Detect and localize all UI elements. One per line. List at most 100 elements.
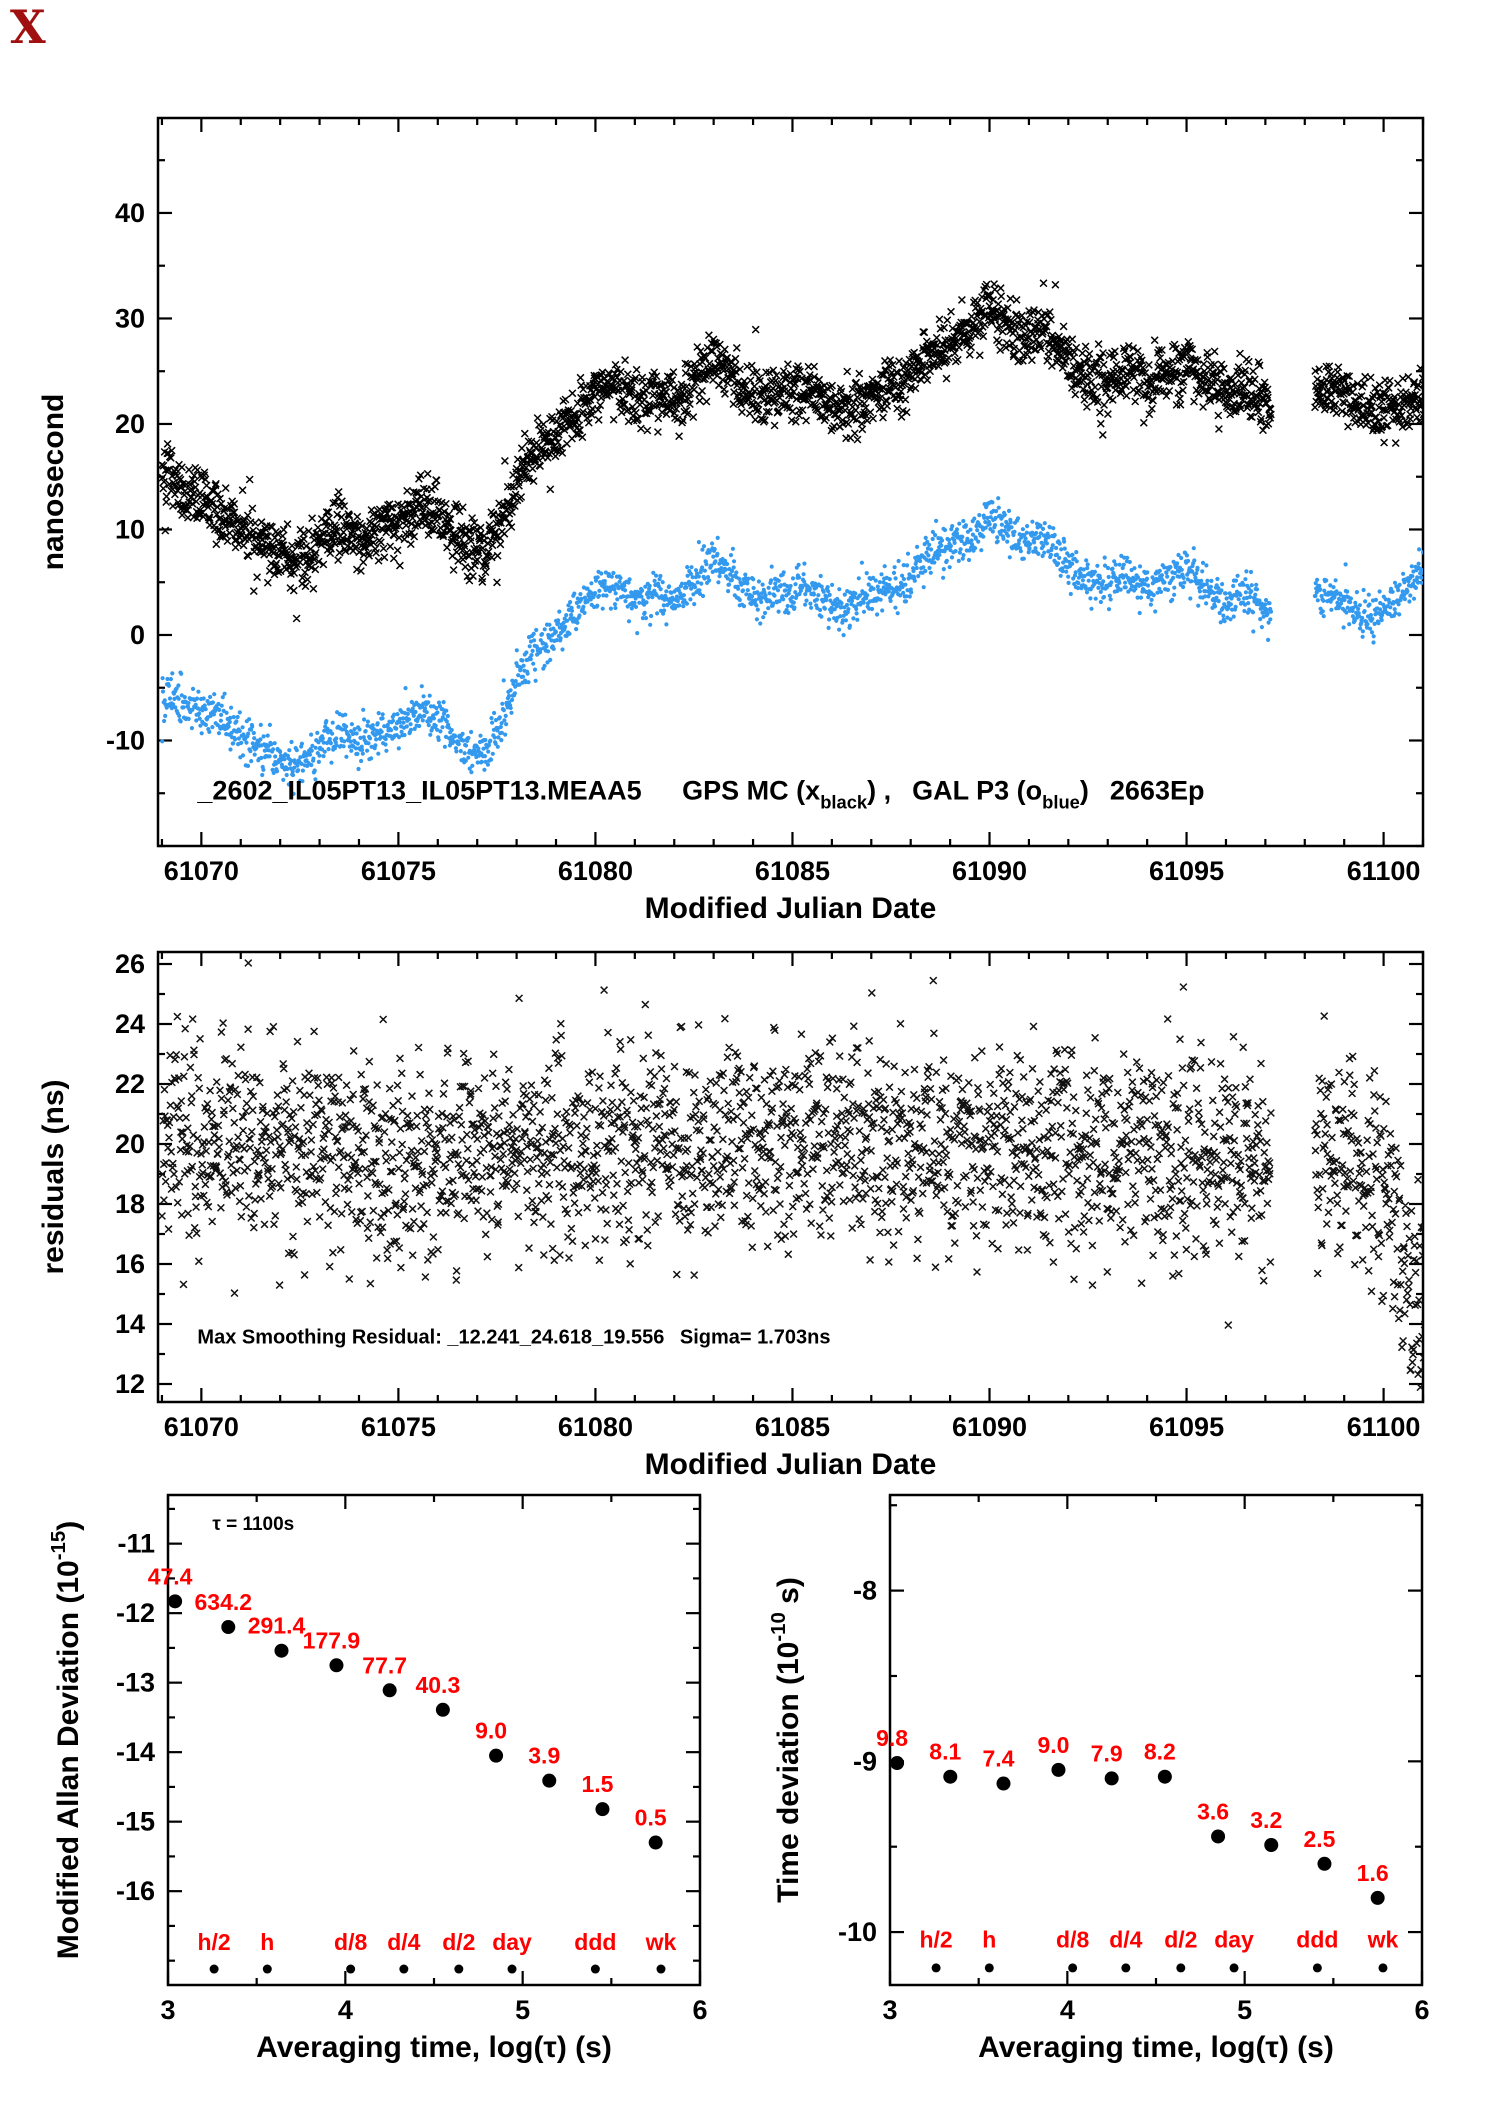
point-value-label: 1.5 [581,1771,613,1797]
y-tick-label: -11 [117,1529,155,1559]
category-label: d/2 [1164,1926,1197,1952]
point-value-label: 9.0 [475,1718,507,1744]
annotation: τ = 1100s [212,1514,294,1535]
x-tick-label: 61075 [361,856,436,886]
point-value-label: 7.9 [1091,1740,1123,1766]
data-point [542,1773,557,1788]
point-value-label: 8.1 [929,1739,961,1765]
y-tick-label: -8 [853,1576,877,1606]
panel-residuals: 61070 61075 61080 61085 61090 61095 61100 12 14 1… [37,949,1425,1481]
data-point [382,1683,397,1698]
category-label: day [492,1929,532,1955]
y-tick-label: -9 [853,1746,877,1776]
point-value-label: 9.0 [1037,1732,1069,1758]
category-label: d/8 [334,1929,367,1955]
x-tick-label: 3 [882,1995,897,2025]
y-tick-label: -10 [106,725,145,755]
category-dot [209,1964,219,1974]
category-label: h/2 [197,1929,230,1955]
y-tick-label: 30 [115,303,145,333]
data-point [996,1776,1011,1791]
category-dot [984,1963,994,1973]
axis-tick-labels: 3 4 5 6 -11 -12 -13 -14 -15 -16 [116,1529,708,2025]
x-tick-label: 61070 [164,1412,239,1442]
y-tick-label: 18 [115,1189,145,1219]
point-value-label: 3.2 [1250,1807,1282,1833]
axis-tick-labels: 61070 61075 61080 61085 61090 61095 61100 12 14 1… [115,949,1420,1442]
category-dot [454,1964,464,1974]
point-value-label: 3.6 [1197,1798,1229,1824]
category-dot [399,1964,409,1974]
y-axis-title: residuals (ns) [37,1079,70,1274]
category-dot [931,1963,941,1973]
point-value-label: 634.2 [195,1589,253,1615]
data-point [435,1702,450,1717]
point-value-label: 9.8 [876,1725,908,1751]
data-point [1317,1856,1332,1871]
point-value-label: 2.5 [1303,1826,1335,1852]
category-label: wk [645,1929,677,1955]
data-point [1264,1838,1279,1852]
panel-mdev: 3 4 5 6 -11 -12 -13 -14 -15 -16 Averaging time, lo… [48,1493,708,2064]
category-label: d/2 [442,1929,475,1955]
category-label: h/2 [919,1926,952,1952]
x-tick-label: 6 [692,1995,707,2025]
y-tick-label: 14 [115,1309,145,1339]
category-label: wk [1367,1926,1399,1952]
x-tick-label: 61095 [1149,1412,1224,1442]
x-window-icon: X [10,0,46,54]
category-dot [1176,1963,1186,1973]
point-value-label: 291.4 [248,1613,306,1639]
x-tick-label: 61075 [361,1412,436,1442]
category-label: day [1214,1926,1254,1952]
category-dot [590,1964,600,1974]
point-value-label: 77.7 [362,1652,407,1678]
point-value-label: 177.9 [303,1627,361,1653]
data-point [489,1748,504,1763]
x-axis-title: Modified Julian Date [645,892,937,925]
y-tick-label: -16 [116,1876,155,1906]
data-point [648,1835,663,1850]
y-tick-label: 10 [115,514,145,544]
x-tick-label: 61080 [558,1412,633,1442]
y-axis-title: nanosecond [37,394,70,571]
data-point [221,1620,236,1635]
data-point [168,1594,183,1609]
data-point [1051,1762,1066,1777]
panel-tdev: 3 4 5 6 -8 -9 -10 Averaging time, log(τ) (s) Tim… [768,1493,1430,2064]
category-dot [262,1964,272,1974]
y-tick-label: -14 [116,1737,155,1767]
point-value-label: 3.9 [528,1743,560,1769]
category-dot [656,1964,666,1974]
x-axis-title: Averaging time, log(τ) (s) [978,2031,1334,2064]
panel-clock-comparison: 61070 61075 61080 61085 61090 61095 61100 -10 0 1… [37,116,1425,925]
category-label: d/8 [1056,1926,1089,1952]
y-tick-label: -13 [116,1668,155,1698]
y-tick-label: 26 [115,949,145,979]
x-tick-label: 61090 [952,1412,1027,1442]
category-dot [1068,1963,1078,1973]
x-tick-label: 4 [1060,1995,1075,2025]
point-value-label: 47.4 [148,1563,193,1589]
annotation: Max Smoothing Residual: _12.241_24.618_1… [197,1327,830,1349]
y-tick-label: 24 [115,1009,145,1039]
y-tick-label: 22 [115,1069,145,1099]
category-dot [1121,1963,1131,1973]
y-tick-label: 20 [115,1129,145,1159]
series-residuals [158,959,1423,1392]
axis-ticks [166,1495,702,1985]
data-point [595,1802,610,1817]
category-label: h [982,1926,996,1952]
point-value-label: 1.6 [1357,1860,1389,1886]
x-tick-label: 5 [515,1995,530,2025]
data-point [274,1643,289,1658]
category-label: d/4 [387,1929,420,1955]
y-axis-title: Modified Allan Deviation (10-15) [48,1521,85,1959]
plot-frame [156,950,1425,1404]
y-axis-title: Time deviation (10-10 s) [768,1577,805,1903]
x-axis-title: Modified Julian Date [645,1448,937,1481]
point-value-label: 40.3 [415,1672,460,1698]
x-tick-label: 61100 [1347,856,1421,886]
